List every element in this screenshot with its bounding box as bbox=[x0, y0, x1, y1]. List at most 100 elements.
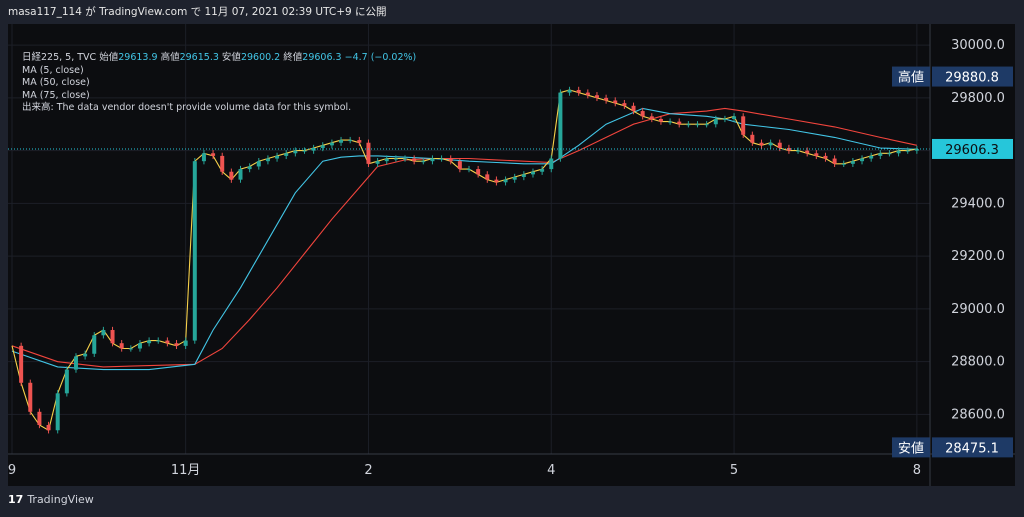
candle-body bbox=[256, 161, 261, 167]
candle-body bbox=[604, 97, 609, 101]
candle-body bbox=[19, 345, 24, 383]
candle-body bbox=[457, 161, 462, 170]
low-badge-label: 安値 bbox=[898, 440, 924, 456]
open-label: 始値 bbox=[99, 52, 119, 63]
candle-body bbox=[823, 155, 828, 159]
chart-legend: 日経225, 5, TVC 始値29613.9 高値29615.3 安値2960… bbox=[22, 52, 416, 115]
candle-body bbox=[430, 158, 435, 162]
time-axis[interactable]: 9 11月 2 4 5 8 bbox=[8, 463, 921, 478]
candle-body bbox=[83, 353, 88, 357]
candle-body bbox=[293, 150, 298, 154]
candle-body bbox=[841, 163, 846, 165]
candle-body bbox=[265, 158, 270, 162]
candle-body bbox=[549, 158, 554, 170]
candle-body bbox=[869, 155, 874, 159]
candle-body bbox=[238, 169, 243, 180]
y-tick-label: 29200.0 bbox=[951, 249, 1005, 264]
candle-body bbox=[713, 118, 718, 125]
candle-body bbox=[357, 140, 362, 143]
candle-body bbox=[722, 118, 727, 120]
candle-body bbox=[183, 340, 188, 346]
chart-pane[interactable]: 30000.029800.029600.029400.029200.029000… bbox=[8, 24, 1015, 486]
grid-lines bbox=[8, 24, 930, 454]
symbol-info: 日経225, 5, TVC bbox=[22, 52, 97, 63]
price-badges: 高値 29880.8 安値 28475.1 29606.3 bbox=[892, 66, 1013, 458]
candle-body bbox=[174, 343, 179, 346]
candle-body bbox=[540, 169, 545, 172]
candle-body bbox=[320, 145, 325, 148]
candle-body bbox=[512, 177, 517, 180]
candle-body bbox=[905, 150, 910, 152]
candle-body bbox=[768, 142, 773, 146]
ma-line-75 bbox=[11, 107, 918, 368]
y-tick-label: 29000.0 bbox=[951, 302, 1005, 317]
close-label: 終値 bbox=[283, 52, 303, 63]
candle-body bbox=[201, 153, 206, 162]
candle-body bbox=[896, 150, 901, 154]
candle-body bbox=[759, 142, 764, 146]
x-tick-label: 4 bbox=[547, 463, 555, 478]
ohlc-row: 日経225, 5, TVC 始値29613.9 高値29615.3 安値2960… bbox=[22, 52, 416, 65]
tradingview-logo[interactable]: 17 TradingView bbox=[8, 493, 94, 506]
candle-body bbox=[403, 158, 408, 160]
candle-body bbox=[375, 161, 380, 164]
low-badge-value-bg bbox=[932, 437, 1013, 458]
candle-body bbox=[732, 116, 737, 119]
candle-body bbox=[73, 356, 78, 370]
legend-ma5[interactable]: MA (5, close) bbox=[22, 64, 84, 76]
candle-body bbox=[220, 155, 225, 172]
candle-body bbox=[156, 340, 161, 342]
candle-body bbox=[229, 171, 234, 180]
candle-body bbox=[887, 153, 892, 155]
candle-body bbox=[119, 343, 124, 349]
brand-name: TradingView bbox=[27, 493, 94, 506]
candle-body bbox=[741, 116, 746, 135]
candle-body bbox=[777, 142, 782, 148]
candle-body bbox=[530, 171, 535, 175]
candle-body bbox=[796, 150, 801, 152]
candle-body bbox=[494, 179, 499, 183]
candle-body bbox=[128, 348, 133, 350]
ma-line-5 bbox=[11, 89, 917, 432]
candle-body bbox=[393, 158, 398, 160]
low-badge-label-bg bbox=[892, 437, 930, 458]
candle-body bbox=[832, 158, 837, 164]
candle-body bbox=[384, 158, 389, 162]
candle-body bbox=[92, 335, 97, 354]
high-badge-value-bg bbox=[932, 66, 1013, 87]
candle-body bbox=[211, 153, 216, 156]
tradingview-logo-icon: 17 bbox=[8, 493, 24, 506]
candle-body bbox=[658, 118, 663, 122]
open-value: 29613.9 bbox=[118, 52, 158, 63]
candle-body bbox=[46, 424, 51, 431]
candle-body bbox=[101, 330, 106, 336]
candle-body bbox=[750, 134, 755, 143]
publisher-text: masa117_114 が TradingView.com で 11月 07, … bbox=[8, 6, 387, 18]
candle-body bbox=[503, 179, 508, 183]
candle-body bbox=[594, 95, 599, 98]
price-chart[interactable]: 30000.029800.029600.029400.029200.029000… bbox=[8, 24, 1015, 486]
candle-body bbox=[348, 140, 353, 142]
x-tick-label: 2 bbox=[364, 463, 372, 478]
candle-body bbox=[649, 116, 654, 119]
high-value: 29615.3 bbox=[179, 52, 219, 63]
candle-body bbox=[110, 330, 115, 344]
legend-ma75[interactable]: MA (75, close) bbox=[22, 89, 90, 101]
candle-body bbox=[137, 343, 142, 349]
y-tick-label: 28600.0 bbox=[951, 407, 1005, 422]
low-badge-value: 28475.1 bbox=[945, 441, 999, 456]
y-tick-label: 29800.0 bbox=[951, 91, 1005, 106]
candle-body bbox=[439, 158, 444, 160]
y-tick-label: 30000.0 bbox=[951, 38, 1005, 53]
candle-body bbox=[329, 142, 334, 146]
high-badge-label: 高値 bbox=[898, 70, 924, 86]
candle-body bbox=[585, 92, 590, 96]
candle-body bbox=[622, 103, 627, 106]
low-value: 29600.2 bbox=[240, 52, 281, 63]
legend-ma50[interactable]: MA (50, close) bbox=[22, 77, 90, 88]
candle-body bbox=[448, 158, 453, 162]
footer-bar: 17 TradingView bbox=[0, 486, 1024, 517]
candle-body bbox=[64, 369, 69, 394]
candle-body bbox=[28, 382, 33, 412]
